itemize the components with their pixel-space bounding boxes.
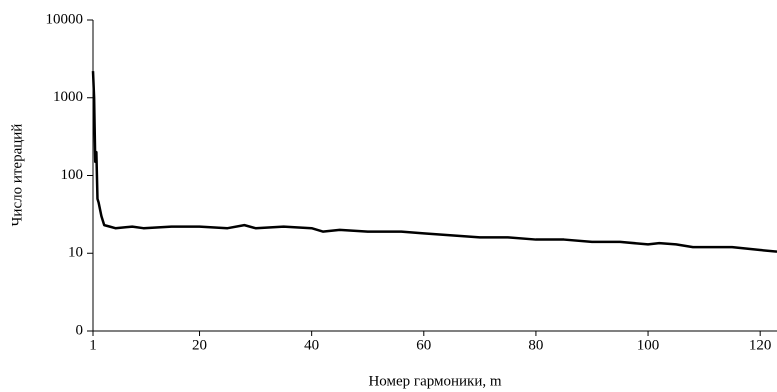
x-tick-label: 80 bbox=[528, 337, 543, 353]
x-tick-label: 20 bbox=[192, 337, 207, 353]
y-axis-label: Число итераций bbox=[9, 124, 25, 227]
x-tick-label: 1 bbox=[89, 337, 97, 353]
data-line bbox=[91, 71, 777, 253]
y-tick-label: 0 bbox=[76, 322, 84, 338]
x-tick-label: 40 bbox=[304, 337, 319, 353]
y-tick-label: 10000 bbox=[46, 11, 84, 27]
x-axis-label: Номер гармоники, m bbox=[368, 373, 501, 389]
y-tick-label: 1000 bbox=[53, 89, 83, 105]
x-tick-label: 100 bbox=[637, 337, 660, 353]
x-tick-label: 60 bbox=[416, 337, 431, 353]
y-tick-label: 100 bbox=[61, 167, 84, 183]
y-tick-label: 10 bbox=[68, 245, 83, 261]
x-tick-label: 120 bbox=[749, 337, 772, 353]
